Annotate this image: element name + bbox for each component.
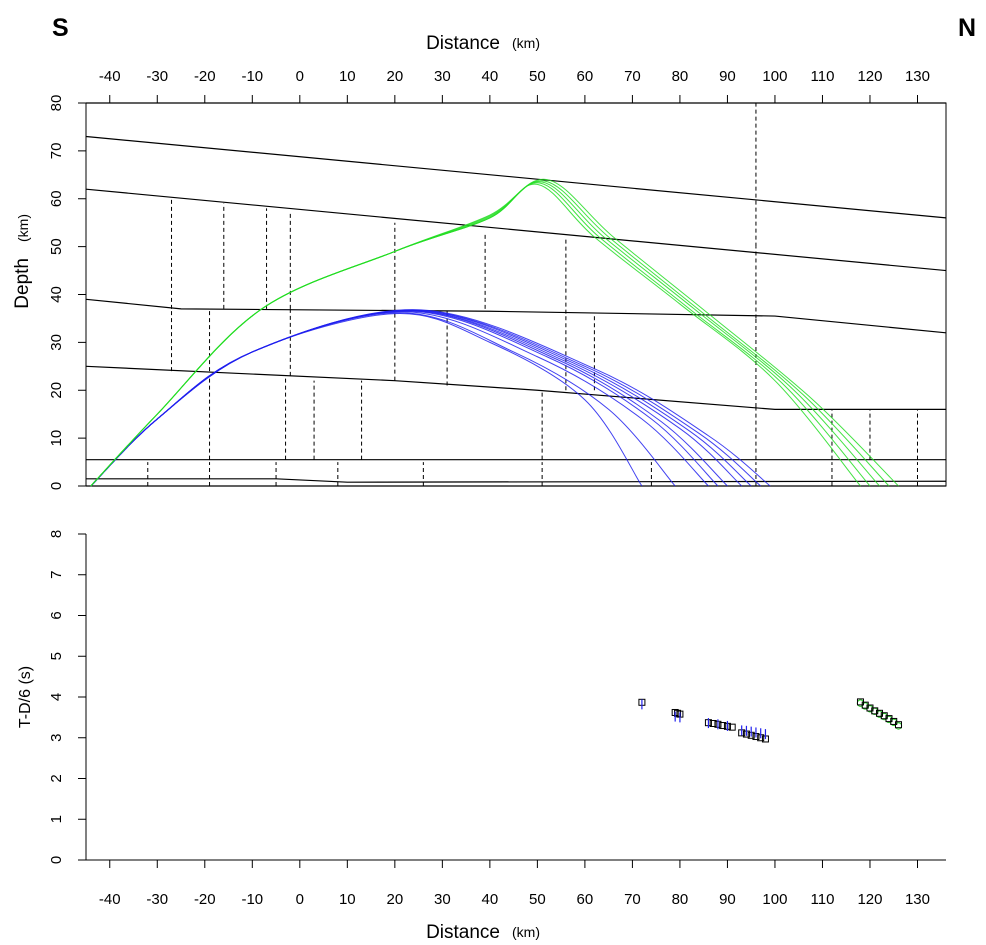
y-tick-label: 3 bbox=[48, 734, 65, 742]
y-tick-label: 80 bbox=[48, 95, 65, 112]
y-tick-label: 30 bbox=[48, 334, 65, 351]
x-tick-label: 130 bbox=[905, 68, 930, 85]
ray-diagram-panel: -40 -30 -20 -10 0 10 20 30 40 50 60 70 80 90 100 110 120… bbox=[12, 33, 947, 490]
y-tick-label: 40 bbox=[48, 286, 65, 303]
x-tick-label: 30 bbox=[434, 891, 451, 908]
y-tick-label: 5 bbox=[48, 652, 65, 660]
travel-time-point bbox=[894, 721, 902, 729]
x-tick-label: -30 bbox=[146, 891, 168, 908]
x-tick-label: 50 bbox=[529, 68, 546, 85]
y-tick-label: 8 bbox=[48, 530, 65, 538]
ray-path bbox=[90, 180, 890, 487]
y-tick-label: 50 bbox=[48, 238, 65, 255]
x-tick-label: 40 bbox=[482, 68, 499, 85]
north-label: N bbox=[958, 14, 977, 42]
layer-boundary bbox=[85, 135, 947, 219]
x-tick-label: -40 bbox=[99, 891, 121, 908]
plot-frame bbox=[85, 102, 947, 487]
x-tick-label: 80 bbox=[672, 891, 689, 908]
travel-time-panel: -40 -30 -20 -10 0 10 20 30 40 50 60 70 80 90 100 110 120… bbox=[17, 530, 946, 943]
x-tick-label: 60 bbox=[577, 891, 594, 908]
y-tick-label: 7 bbox=[48, 571, 65, 579]
travel-time-point bbox=[875, 709, 883, 717]
x-tick-label: 50 bbox=[529, 891, 546, 908]
travel-time-point bbox=[719, 722, 727, 730]
x-tick-label: 60 bbox=[577, 68, 594, 85]
y-tick-label: 4 bbox=[48, 693, 65, 701]
x-axis-unit: (km) bbox=[512, 35, 540, 51]
x-tick-label: 70 bbox=[624, 68, 641, 85]
x-tick-label: -30 bbox=[146, 68, 168, 85]
x-tick-label: 10 bbox=[339, 68, 356, 85]
x-tick-label: 70 bbox=[624, 891, 641, 908]
x-tick-label: -20 bbox=[194, 68, 216, 85]
y-tick-label: 0 bbox=[48, 482, 65, 490]
y-tick-label: 0 bbox=[48, 856, 65, 864]
layer-boundary bbox=[85, 188, 947, 272]
x-tick-label: -20 bbox=[194, 891, 216, 908]
x-tick-label: 90 bbox=[719, 891, 736, 908]
x-tick-label: -40 bbox=[99, 68, 121, 85]
y-tick-label: 70 bbox=[48, 143, 65, 160]
x-tick-label: 30 bbox=[434, 68, 451, 85]
y-tick-label: 10 bbox=[48, 430, 65, 447]
ray-path bbox=[90, 182, 871, 487]
y-axis-title: T-D/6 (s) bbox=[17, 666, 34, 728]
south-label: S bbox=[52, 14, 69, 42]
x-tick-label: -10 bbox=[241, 68, 263, 85]
travel-time-point bbox=[728, 723, 736, 731]
travel-time-point bbox=[871, 707, 879, 715]
x-axis-title: Distance bbox=[426, 922, 500, 943]
x-tick-label: 110 bbox=[811, 68, 835, 85]
y-tick-label: 20 bbox=[48, 382, 65, 399]
x-tick-label: 80 bbox=[672, 68, 689, 85]
x-tick-label: 90 bbox=[719, 68, 736, 85]
x-tick-label: -10 bbox=[241, 891, 263, 908]
x-axis-title: Distance bbox=[426, 33, 500, 54]
y-tick-label: 60 bbox=[48, 190, 65, 207]
x-tick-label: 0 bbox=[296, 891, 304, 908]
x-tick-label: 100 bbox=[762, 891, 787, 908]
travel-time-point bbox=[674, 709, 682, 717]
y-tick-label: 1 bbox=[48, 815, 65, 823]
ray-path bbox=[90, 309, 771, 487]
x-tick-label: 20 bbox=[386, 68, 403, 85]
x-axis-unit: (km) bbox=[512, 924, 540, 940]
y-tick-label: 2 bbox=[48, 774, 65, 782]
x-tick-label: 0 bbox=[296, 68, 304, 85]
x-tick-label: 130 bbox=[905, 891, 930, 908]
ray-path bbox=[90, 178, 899, 487]
y-tick-label: 6 bbox=[48, 611, 65, 619]
y-axis-title: Depth bbox=[12, 258, 33, 309]
x-tick-label: 120 bbox=[857, 68, 882, 85]
travel-time-point bbox=[709, 719, 717, 727]
x-tick-label: 10 bbox=[339, 891, 356, 908]
ray-path bbox=[90, 183, 861, 487]
layer-boundary bbox=[86, 478, 947, 483]
x-tick-label: 40 bbox=[482, 891, 499, 908]
x-tick-label: 120 bbox=[857, 891, 882, 908]
x-tick-label: 110 bbox=[811, 891, 835, 908]
layer-boundary bbox=[85, 298, 947, 334]
x-tick-label: 100 bbox=[762, 68, 787, 85]
x-tick-label: 20 bbox=[386, 891, 403, 908]
y-axis-unit: (km) bbox=[15, 214, 31, 242]
